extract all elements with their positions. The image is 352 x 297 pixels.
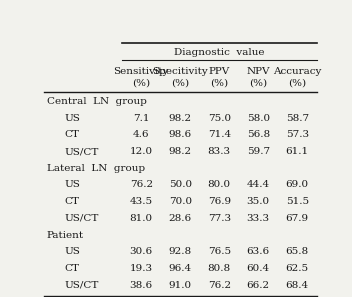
Text: CT: CT <box>64 264 80 273</box>
Text: CT: CT <box>64 197 80 206</box>
Text: 61.1: 61.1 <box>286 147 309 156</box>
Text: 98.2: 98.2 <box>169 114 192 123</box>
Text: Specitivity: Specitivity <box>152 67 208 76</box>
Text: 35.0: 35.0 <box>247 197 270 206</box>
Text: Lateral  LN  group: Lateral LN group <box>47 164 145 173</box>
Text: 91.0: 91.0 <box>169 281 192 290</box>
Text: 44.4: 44.4 <box>247 181 270 189</box>
Text: 38.6: 38.6 <box>130 281 153 290</box>
Text: 76.5: 76.5 <box>208 247 231 256</box>
Text: 75.0: 75.0 <box>208 114 231 123</box>
Text: 58.7: 58.7 <box>286 114 309 123</box>
Text: 51.5: 51.5 <box>286 197 309 206</box>
Text: 92.8: 92.8 <box>169 247 192 256</box>
Text: Diagnostic  value: Diagnostic value <box>174 48 264 57</box>
Text: 60.4: 60.4 <box>247 264 270 273</box>
Text: US/CT: US/CT <box>64 281 99 290</box>
Text: US/CT: US/CT <box>64 147 99 156</box>
Text: Sensitivity: Sensitivity <box>114 67 169 76</box>
Text: PPV: PPV <box>209 67 230 76</box>
Text: 77.3: 77.3 <box>208 214 231 223</box>
Text: US/CT: US/CT <box>64 214 99 223</box>
Text: US: US <box>64 114 80 123</box>
Text: 68.4: 68.4 <box>286 281 309 290</box>
Text: 59.7: 59.7 <box>247 147 270 156</box>
Text: 57.3: 57.3 <box>286 130 309 139</box>
Text: 76.9: 76.9 <box>208 197 231 206</box>
Text: 65.8: 65.8 <box>286 247 309 256</box>
Text: 33.3: 33.3 <box>247 214 270 223</box>
Text: 80.8: 80.8 <box>208 264 231 273</box>
Text: (%): (%) <box>210 78 228 88</box>
Text: 66.2: 66.2 <box>247 281 270 290</box>
Text: 98.2: 98.2 <box>169 147 192 156</box>
Text: CT: CT <box>64 130 80 139</box>
Text: (%): (%) <box>132 78 150 88</box>
Text: 56.8: 56.8 <box>247 130 270 139</box>
Text: 96.4: 96.4 <box>169 264 192 273</box>
Text: 50.0: 50.0 <box>169 181 192 189</box>
Text: 81.0: 81.0 <box>130 214 153 223</box>
Text: 30.6: 30.6 <box>130 247 153 256</box>
Text: Patient: Patient <box>47 230 84 240</box>
Text: US: US <box>64 247 80 256</box>
Text: 80.0: 80.0 <box>208 181 231 189</box>
Text: US: US <box>64 181 80 189</box>
Text: 43.5: 43.5 <box>130 197 153 206</box>
Text: 98.6: 98.6 <box>169 130 192 139</box>
Text: 63.6: 63.6 <box>247 247 270 256</box>
Text: 76.2: 76.2 <box>208 281 231 290</box>
Text: Central  LN  group: Central LN group <box>47 97 146 106</box>
Text: 76.2: 76.2 <box>130 181 153 189</box>
Text: Accuracy: Accuracy <box>273 67 321 76</box>
Text: 83.3: 83.3 <box>208 147 231 156</box>
Text: 7.1: 7.1 <box>133 114 150 123</box>
Text: 62.5: 62.5 <box>286 264 309 273</box>
Text: (%): (%) <box>171 78 189 88</box>
Text: (%): (%) <box>249 78 268 88</box>
Text: 70.0: 70.0 <box>169 197 192 206</box>
Text: 4.6: 4.6 <box>133 130 150 139</box>
Text: 58.0: 58.0 <box>247 114 270 123</box>
Text: 12.0: 12.0 <box>130 147 153 156</box>
Text: 67.9: 67.9 <box>286 214 309 223</box>
Text: NPV: NPV <box>246 67 270 76</box>
Text: 19.3: 19.3 <box>130 264 153 273</box>
Text: 69.0: 69.0 <box>286 181 309 189</box>
Text: 28.6: 28.6 <box>169 214 192 223</box>
Text: (%): (%) <box>288 78 306 88</box>
Text: 71.4: 71.4 <box>208 130 231 139</box>
